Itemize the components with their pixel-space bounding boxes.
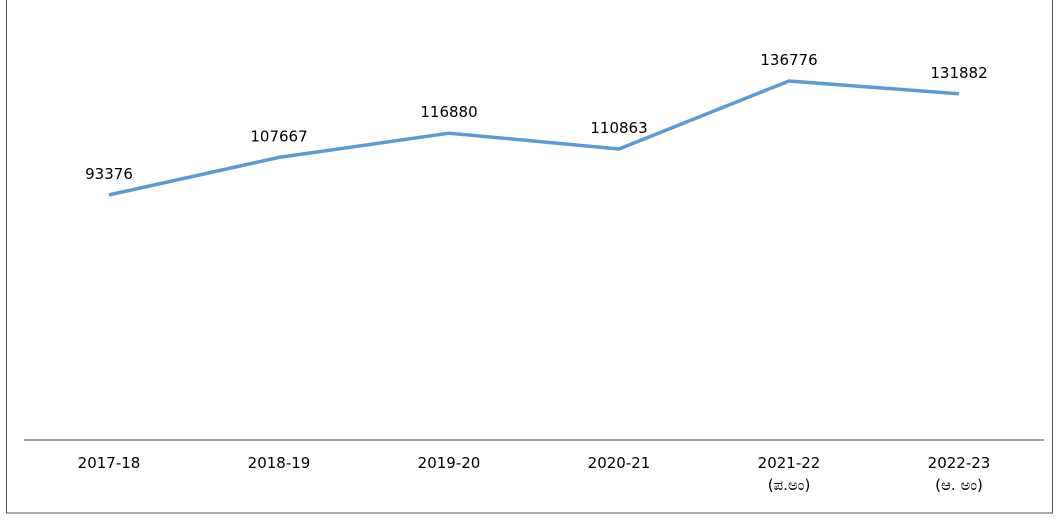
x-tick-label: 2019-20 xyxy=(417,454,481,472)
data-label: 93376 xyxy=(85,165,133,183)
chart-frame xyxy=(6,0,1053,514)
x-tick-label: 2020-21 xyxy=(587,454,651,472)
data-label: 107667 xyxy=(250,127,307,145)
x-tick-label: 2022-23 (ಆ. ಅಂ) xyxy=(927,454,991,494)
x-tick-label: 2021-22 (ಪ.ಅಂ) xyxy=(757,454,821,494)
data-label: 136776 xyxy=(760,51,817,69)
x-tick-label: 2017-18 xyxy=(77,454,141,472)
data-label: 131882 xyxy=(930,64,987,82)
data-label: 110863 xyxy=(590,119,647,137)
data-line xyxy=(108,79,960,197)
x-tick-label: 2018-19 xyxy=(247,454,311,472)
data-label: 116880 xyxy=(420,103,477,121)
